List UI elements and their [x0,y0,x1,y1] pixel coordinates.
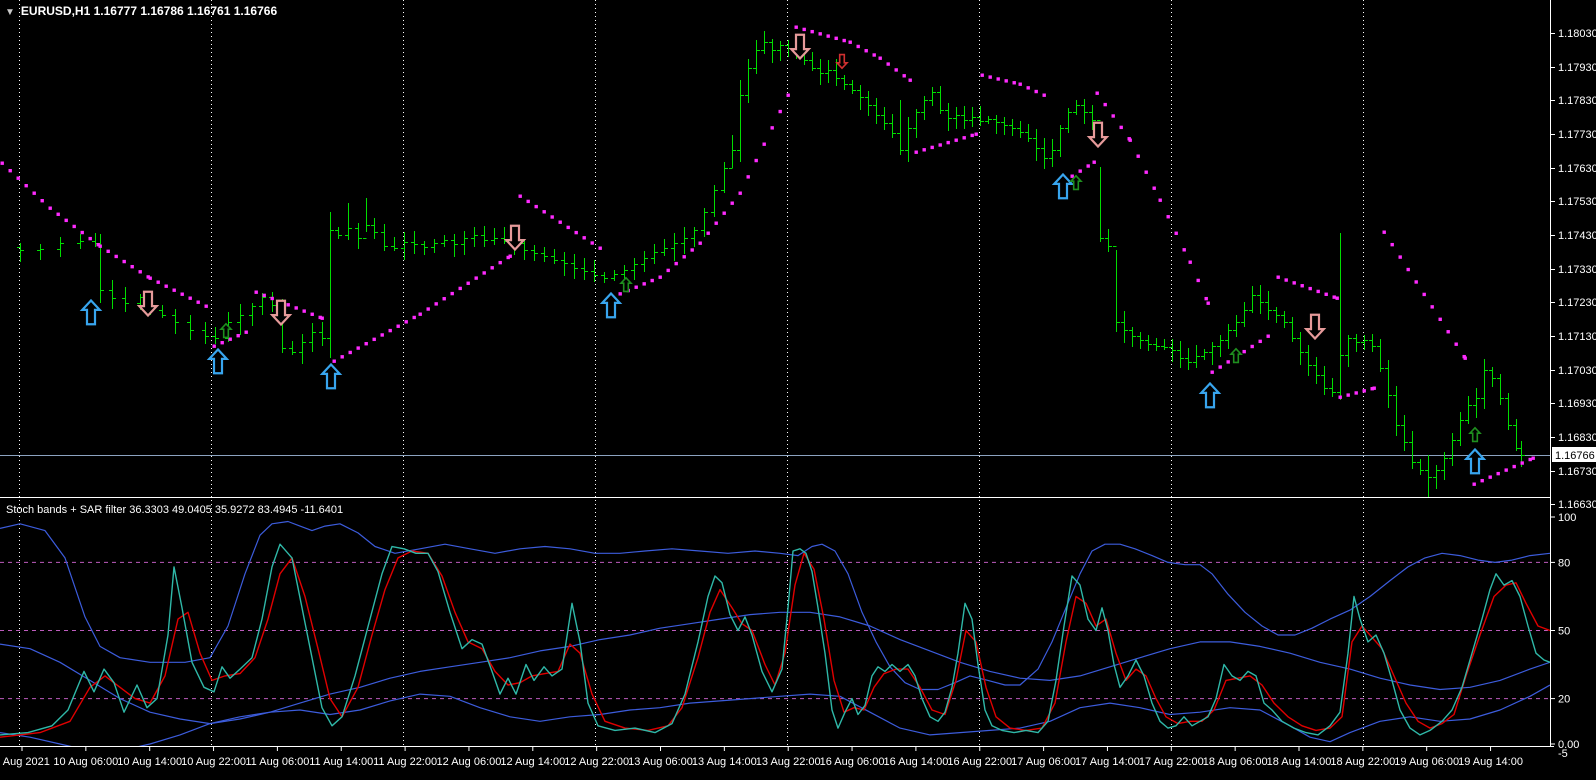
chart-title-bar: ▼ EURUSD,H1 1.16777 1.16786 1.16761 1.167… [5,4,277,18]
indicator-label: Stoch bands + SAR filter 36.3303 49.0405… [6,504,343,516]
band-lower-line [0,684,1550,746]
time-label: 17 Aug 14:00 [1075,756,1140,768]
price-label: 1.17130 [1558,331,1596,343]
indicator-scale-label: 50 [1558,626,1570,638]
time-label: 19 Aug 14:00 [1458,756,1523,768]
sub-level-lines [0,561,1550,700]
time-label: 13 Aug 06:00 [628,756,693,768]
ohlc-bars [17,31,1525,497]
indicator-scale-label: 20 [1558,694,1570,706]
time-label: 11 Aug 14:00 [309,756,373,768]
band-upper-line [0,520,1550,691]
pink-down-arrow-icon [503,224,527,252]
green-up-arrow-icon [1069,174,1083,191]
indicator-scale-label: 80 [1558,557,1570,569]
green-up-arrow-icon [619,276,633,293]
green-up-arrow-icon [1229,347,1243,364]
time-label: 17 Aug 06:00 [1011,756,1076,768]
time-label: 10 Aug 14:00 [117,756,182,768]
time-label: 12 Aug 06:00 [437,756,502,768]
time-label: 17 Aug 22:00 [1139,756,1204,768]
price-label: 1.16830 [1558,432,1596,444]
blue-up-arrow-icon [1051,172,1075,200]
blue-up-arrow-icon [79,298,103,326]
signal-arrows [79,33,1487,475]
time-label: 16 Aug 14:00 [883,756,948,768]
band-middle-line [0,611,1550,725]
blue-up-arrow-icon [1198,381,1222,409]
pink-down-arrow-icon [1086,121,1110,149]
time-label: 18 Aug 14:00 [1267,756,1332,768]
green-up-arrow-icon [219,322,233,339]
red-down-arrow-icon [835,53,849,70]
indicator-curves [0,520,1550,746]
quotes-label: 1.16777 1.16786 1.16761 1.16766 [93,4,278,18]
symbol-period-label: EURUSD,H1 [20,4,91,18]
time-label: 16 Aug 06:00 [820,756,885,768]
green-up-arrow-icon [1468,426,1482,443]
price-label: 1.17230 [1558,297,1596,309]
time-label: 10 Aug 22:00 [181,756,246,768]
indicator-values: 36.3303 49.0405 35.9272 83.4945 -11.6401 [129,504,344,516]
pink-down-arrow-icon [269,299,293,327]
time-label: 9 Aug 2021 [0,756,50,768]
pink-down-arrow-icon [788,33,812,61]
price-label: 1.16730 [1558,466,1596,478]
price-label: 1.17030 [1558,365,1596,377]
pink-down-arrow-icon [136,290,160,318]
price-label: 1.17530 [1558,196,1596,208]
current-price-label: 1.16766 [1555,450,1595,462]
vertical-gridlines [19,0,1364,746]
time-label: 12 Aug 14:00 [500,756,565,768]
price-axis[interactable]: 1.18030 1.17930 1.17830 1.17730 1.17630 1.175… [1550,28,1596,511]
time-label: 13 Aug 14:00 [692,756,757,768]
price-label: 1.17930 [1558,62,1596,74]
indicator-scale-label: 100 [1558,512,1576,524]
current-price-badge [1552,447,1596,462]
time-label: 10 Aug 06:00 [53,756,118,768]
time-label: 18 Aug 06:00 [1203,756,1268,768]
price-label: 1.17830 [1558,95,1596,107]
time-label: 16 Aug 22:00 [947,756,1012,768]
blue-up-arrow-icon [319,362,343,390]
price-label: 1.17330 [1558,264,1596,276]
pane-borders [0,0,1554,747]
blue-up-arrow-icon [599,291,623,319]
time-label: 11 Aug 06:00 [245,756,309,768]
stoch-signal-line [0,550,1550,738]
time-label: 11 Aug 22:00 [373,756,437,768]
time-label: 19 Aug 06:00 [1394,756,1459,768]
time-label: 13 Aug 22:00 [756,756,821,768]
collapse-chart-icon[interactable]: ▼ [5,7,15,18]
parabolic-sar-dots [0,25,1535,486]
indicator-scale-label: 0.00 [1558,739,1579,751]
blue-up-arrow-icon [206,347,230,375]
stoch-main-line [0,543,1550,736]
price-label: 1.18030 [1558,28,1596,40]
blue-up-arrow-icon [1463,447,1487,475]
indicator-axis[interactable]: 100 80 50 20 0.00-5 [1550,512,1579,760]
pink-down-arrow-icon [1303,313,1327,341]
time-label: 12 Aug 22:00 [564,756,629,768]
price-label: 1.17430 [1558,230,1596,242]
price-label: 1.17730 [1558,129,1596,141]
price-label: 1.16930 [1558,398,1596,410]
price-label: 1.16630 [1558,499,1596,511]
time-label: 18 Aug 22:00 [1330,756,1395,768]
price-label: 1.17630 [1558,163,1596,175]
indicator-name: Stoch bands + SAR filter [6,504,127,516]
indicator-scale-label: -5 [1558,748,1568,760]
